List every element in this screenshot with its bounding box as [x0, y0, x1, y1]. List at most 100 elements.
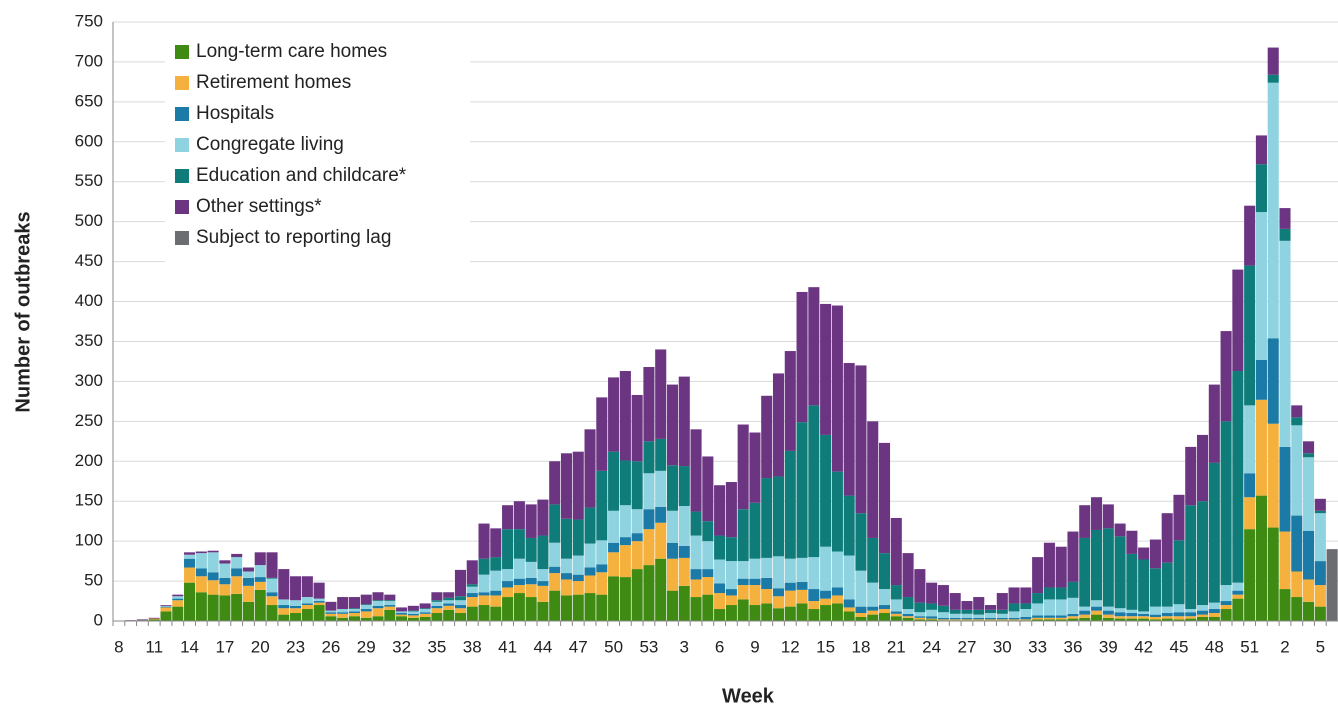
bar-segment: [619, 371, 631, 461]
bar-segment: [1314, 561, 1326, 586]
legend-box: [165, 36, 470, 263]
bar-segment: [372, 616, 384, 621]
bar-segment: [325, 601, 337, 611]
bar-segment: [513, 529, 525, 559]
bar-segment: [596, 540, 608, 565]
bar-segment: [584, 567, 596, 576]
bar-segment: [690, 429, 702, 512]
bar-segment: [301, 576, 313, 598]
bar-segment: [631, 541, 643, 570]
bar-segment: [690, 511, 702, 536]
bar-segment: [1114, 536, 1126, 609]
bar-segment: [1161, 606, 1173, 614]
bar-segment: [348, 608, 361, 610]
x-tick-label: 51: [1240, 637, 1259, 656]
bar-segment: [749, 585, 761, 606]
bar-segment: [973, 597, 985, 610]
bar-segment: [1232, 594, 1244, 599]
bar-segment: [878, 442, 891, 554]
bar-segment: [560, 595, 573, 621]
bar-segment: [890, 599, 902, 612]
bar-segment: [419, 603, 431, 609]
bar-segment: [454, 569, 467, 597]
bar-segment: [419, 612, 431, 614]
bar-segment: [384, 600, 396, 602]
bar-segment: [596, 470, 608, 541]
bar-segment: [407, 617, 419, 621]
bar-segment: [1267, 527, 1279, 621]
bar-segment: [466, 606, 478, 621]
bar-segment: [1138, 547, 1150, 560]
bar-segment: [513, 593, 525, 621]
bar-segment: [843, 599, 855, 608]
bar-segment: [502, 569, 514, 582]
bar-segment: [643, 367, 655, 442]
bar-segment: [1090, 529, 1103, 601]
x-tick-label: 53: [639, 637, 658, 656]
bar-segment: [678, 585, 690, 621]
bar-segment: [619, 505, 631, 538]
bar-segment: [513, 558, 525, 579]
bar-segment: [301, 597, 313, 604]
bar-segment: [678, 545, 690, 558]
bar-segment: [1232, 598, 1244, 621]
bar-segment: [808, 589, 820, 602]
bar-segment: [596, 397, 608, 471]
bar-segment: [254, 581, 266, 590]
bar-segment: [1303, 453, 1315, 458]
bar-segment: [961, 617, 973, 620]
bar-segment: [902, 613, 914, 617]
bar-segment: [1161, 618, 1173, 621]
bar-segment: [266, 578, 278, 593]
bar-segment: [867, 582, 879, 607]
bar-segment: [419, 613, 431, 618]
bar-segment: [1126, 553, 1138, 610]
bar-segment: [984, 613, 997, 618]
bar-segment: [949, 613, 961, 618]
bar-segment: [1185, 609, 1197, 613]
bar-segment: [454, 613, 467, 621]
bar-segment: [1291, 597, 1303, 621]
bar-segment: [796, 557, 808, 582]
legend-label: Other settings*: [196, 196, 322, 217]
bar-segment: [407, 613, 419, 616]
bar-segment: [513, 501, 525, 530]
bar-segment: [1208, 609, 1220, 614]
bar-segment: [1185, 612, 1197, 617]
bar-segment: [384, 601, 396, 606]
bar-segment: [301, 603, 313, 606]
bar-segment: [984, 617, 997, 620]
bar-segment: [254, 577, 266, 582]
bar-segment: [431, 601, 443, 606]
bar-segment: [937, 617, 949, 620]
bar-segment: [372, 608, 384, 617]
bar-segment: [796, 422, 808, 558]
bar-segment: [348, 616, 361, 621]
y-tick-label: 400: [75, 291, 103, 310]
bar-segment: [749, 605, 761, 621]
bar-segment: [867, 610, 879, 615]
bar-segment: [1126, 609, 1138, 614]
bar-segment: [1314, 510, 1326, 514]
bar-segment: [643, 441, 655, 474]
bar-segment: [502, 587, 514, 598]
bar-segment: [608, 451, 620, 511]
bar-segment: [926, 609, 938, 617]
bar-segment: [596, 572, 608, 595]
bar-segment: [772, 596, 785, 609]
bar-segment: [843, 363, 855, 496]
bar-segment: [184, 554, 196, 559]
bar-segment: [926, 582, 938, 604]
bar-segment: [1208, 384, 1220, 463]
bar-segment: [890, 611, 902, 614]
bar-segment: [160, 605, 172, 607]
bar-segment: [1303, 601, 1315, 621]
bar-segment: [725, 589, 737, 596]
bar-segment: [643, 565, 655, 621]
bar-segment: [902, 617, 914, 621]
bar-segment: [1244, 497, 1256, 530]
bar-segment: [313, 605, 325, 621]
bar-segment: [1173, 604, 1185, 613]
bar-segment: [207, 594, 219, 621]
bar-segment: [490, 606, 502, 621]
